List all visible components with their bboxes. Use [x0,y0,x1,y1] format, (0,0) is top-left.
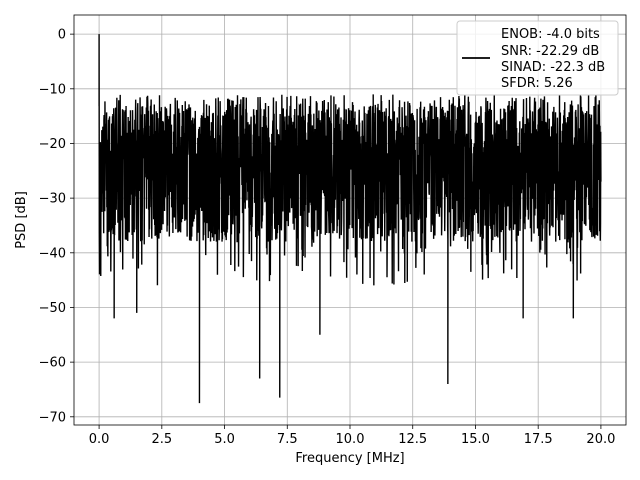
legend-text-snr: SNR: -22.29 dB [501,44,599,59]
y-tick-label: −10 [39,82,66,97]
y-tick-label: −30 [39,192,66,207]
y-tick-label: −70 [39,410,66,425]
x-tick-label: 10.0 [336,432,365,447]
legend: ENOB: -4.0 bits SNR: -22.29 dB SINAD: -2… [456,20,619,96]
legend-box [456,20,619,96]
y-tick-label: −20 [39,137,66,152]
x-axis-title: Frequency [MHz] [295,451,404,466]
y-tick-label: −50 [39,301,66,316]
legend-text-sinad: SINAD: -22.3 dB [501,60,605,75]
x-tick-label: 0.0 [89,432,110,447]
legend-text-enob: ENOB: -4.0 bits [501,27,600,42]
psd-series-line [98,34,602,404]
legend-text-sfdr: SFDR: 5.26 [501,76,573,91]
x-axis-ticks: 0.0 2.5 5.0 7.5 10.0 12.5 15.0 17.5 20.0 [89,425,615,447]
x-tick-label: 5.0 [214,432,235,447]
y-axis-title: PSD [dB] [14,191,29,249]
x-tick-label: 17.5 [524,432,553,447]
x-tick-label: 12.5 [398,432,427,447]
y-tick-label: 0 [58,28,66,43]
x-tick-label: 7.5 [277,432,298,447]
y-axis-ticks: 0 −10 −20 −30 −40 −50 −60 −70 [39,28,74,425]
y-tick-label: −40 [39,246,66,261]
x-tick-label: 20.0 [586,432,615,447]
x-tick-label: 15.0 [461,432,490,447]
y-tick-label: −60 [39,356,66,371]
x-tick-label: 2.5 [151,432,172,447]
psd-trace [98,34,602,404]
